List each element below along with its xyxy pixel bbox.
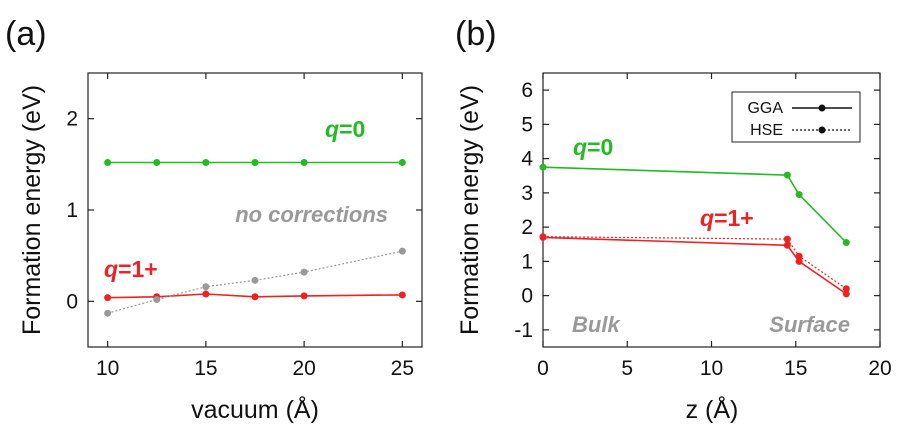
panel-a-x-axis-label: vacuum (Å) [191,394,319,424]
y-tick-label: 5 [521,113,533,136]
legend-entry-hse: HSE [750,122,783,139]
data-point [251,293,259,301]
panel-a-label-q0: q=0 [325,116,365,142]
data-point [398,291,406,299]
panel-b-label-q1-q: q [700,205,714,231]
panel-a-series [104,159,406,317]
legend-marker-hse [818,126,826,134]
data-point [398,159,406,167]
data-point [153,296,161,304]
y-tick-label: 1 [521,250,533,273]
data-point [783,235,791,243]
data-point [795,252,803,260]
x-tick-label: 20 [292,357,315,380]
y-tick-label: 4 [521,148,533,171]
panel-b-x-ticks: 0 5 10 15 20 [537,73,892,380]
legend-entry-gga: GGA [747,100,783,117]
data-point [251,276,259,284]
panel-a: (a) 10 15 20 25 0 1 2 Formation energy (eV) v… [5,15,423,424]
x-tick-label: 0 [537,357,549,380]
data-point [251,159,259,167]
y-tick-label: 0 [66,290,78,313]
data-point [795,191,803,199]
data-point [795,257,803,265]
panel-a-label-q1: q=1+ [104,256,158,282]
data-point [842,290,850,298]
data-point [398,247,406,255]
series-line [107,293,403,299]
series-line [107,250,403,314]
data-point [202,283,210,291]
data-point [300,268,308,276]
panel-a-label-q0-q: q [325,116,339,142]
x-tick-label: 15 [194,357,217,380]
panel-a-y-axis-label: Formation energy (eV) [18,85,46,335]
panel-b-annotation-surface: Surface [769,312,850,337]
data-point [104,294,112,302]
panel-b-label: (b) [455,15,497,53]
x-tick-label: 5 [621,357,633,380]
panel-a-annotation-no-corrections: no corrections [235,202,388,227]
series-line [542,236,847,295]
x-tick-label: 15 [784,357,807,380]
data-point [104,309,112,317]
data-point [202,290,210,298]
x-tick-label: 10 [700,357,723,380]
data-point [783,171,791,179]
panel-b-label-q1: q=1+ [700,205,754,231]
y-tick-label: -1 [514,319,533,342]
panel-b-y-axis-label: Formation energy (eV) [456,85,484,335]
legend-marker-gga [818,104,826,112]
x-tick-label: 20 [868,357,891,380]
y-tick-label: 2 [66,108,78,131]
panel-b-y-ticks: -1 0 1 2 3 4 5 6 [514,79,880,342]
data-point [300,159,308,167]
data-point [153,159,161,167]
data-point [539,163,547,171]
panel-b-label-q0-rest: =0 [587,134,613,160]
x-tick-label: 25 [391,357,414,380]
panel-a-y-ticks: 0 1 2 [66,108,422,313]
legend-box [731,91,861,143]
panel-b-annotation-bulk: Bulk [572,312,621,337]
y-tick-label: 6 [521,79,533,102]
panel-b-label-q0: q=0 [573,134,613,160]
series-line [542,236,847,290]
panel-b-series [539,163,850,298]
data-point [300,292,308,300]
y-tick-label: 3 [521,182,533,205]
y-tick-label: 1 [66,199,78,222]
series-line [542,166,847,244]
data-point [783,241,791,249]
panel-b-label-q0-q: q [573,134,587,160]
panel-b-label-q1-rest: =1+ [714,205,754,231]
data-point [539,233,547,241]
panel-b-x-axis-label: z (Å) [686,394,739,424]
panel-a-label: (a) [5,15,47,53]
data-point [104,159,112,167]
data-point [842,285,850,293]
y-tick-label: 2 [521,216,533,239]
panel-a-label-q1-rest: =1+ [118,256,158,282]
data-point [202,159,210,167]
panel-a-label-q0-rest: =0 [339,116,365,142]
x-tick-label: 10 [96,357,119,380]
panel-a-x-ticks: 10 15 20 25 [96,73,414,380]
data-point [842,239,850,247]
y-tick-label: 0 [521,285,533,308]
panel-b-legend: GGA HSE [731,91,861,143]
panel-a-label-q1-q: q [104,256,118,282]
